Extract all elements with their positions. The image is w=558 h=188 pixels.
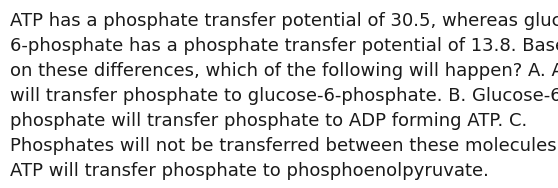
- Text: on these differences, which of the following will happen? A. ATP: on these differences, which of the follo…: [10, 62, 558, 80]
- Text: will transfer phosphate to glucose-6-phosphate. B. Glucose-6-: will transfer phosphate to glucose-6-pho…: [10, 87, 558, 105]
- Text: ATP will transfer phosphate to phosphoenolpyruvate.: ATP will transfer phosphate to phosphoen…: [10, 162, 489, 180]
- Text: phosphate will transfer phosphate to ADP forming ATP. C.: phosphate will transfer phosphate to ADP…: [10, 112, 527, 130]
- Text: ATP has a phosphate transfer potential of 30.5, whereas glucose-: ATP has a phosphate transfer potential o…: [10, 12, 558, 30]
- Text: Phosphates will not be transferred between these molecules. D.: Phosphates will not be transferred betwe…: [10, 137, 558, 155]
- Text: 6-phosphate has a phosphate transfer potential of 13.8. Based: 6-phosphate has a phosphate transfer pot…: [10, 37, 558, 55]
